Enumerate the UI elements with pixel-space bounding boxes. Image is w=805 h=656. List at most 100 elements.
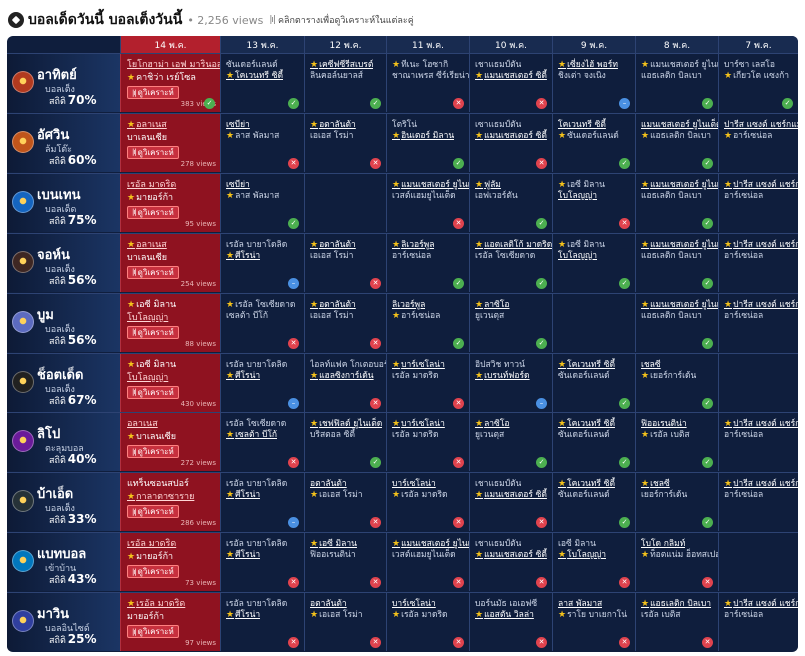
history-pick-cell[interactable]: เชาแธมป์ตัน ★แมนเชสเตอร์ ซิตี้ ✕: [469, 533, 552, 592]
history-pick-cell[interactable]: ★ปารีส แซงต์ แชร์กแมงอาร์เซน่อล: [718, 413, 798, 472]
history-pick-cell[interactable]: ★ทีเนะ โฮซากิ ชาณาเพรส ซีร์เรียน่า ✕: [386, 54, 470, 112]
history-pick-cell[interactable]: ★เอซี มิลาน ฟิออเรนติน่า ✕: [304, 533, 386, 592]
history-pick-cell[interactable]: เซบีย่า ★ลาส พัลมาส ✕: [220, 113, 304, 172]
tipster-cell[interactable]: ลิโป ตะลุมบอล สถิติ 40%: [7, 413, 120, 472]
today-pick-cell[interactable]: ★อลาเนส บาเลนเซีย |ı| ดูวิเคราะห์ 278 views: [120, 113, 220, 172]
today-pick-cell[interactable]: โยโกฮาม่า เอฟ มารินอส ★คาชิว่า เรย์โซล |ı|…: [120, 54, 222, 112]
history-pick-cell[interactable]: แมนเชสเตอร์ ยูไนเต็ด ★แอธเลติก บิลเบา ✓: [635, 113, 722, 172]
tipster-cell[interactable]: เบนเทน บอลเด็ด สถิติ 75%: [7, 173, 120, 232]
history-pick-cell[interactable]: ★เอซี มิลาน โบโลญญ่า ✕: [552, 173, 635, 232]
history-pick-cell[interactable]: ★เคซีฟซีรีสเบรต์ ลินคอล์นยาลส์ ✓: [304, 54, 386, 112]
history-pick-cell[interactable]: ★แมนเชสเตอร์ ยูไนเต็ด แอธเลติก บิลเบา ✓: [635, 233, 731, 292]
history-pick-cell[interactable]: เชลซี ★เยอร์การ์เด้น ✓: [635, 353, 718, 412]
analyze-button[interactable]: |ı| ดูวิเคราะห์: [127, 86, 179, 99]
history-pick-cell[interactable]: ★ฟูลัม เอฟเวอร์ตัน ✓: [469, 173, 552, 232]
history-pick-cell[interactable]: ★โคเวนทรี ซิตี้ ซันเดอร์แลนด์ ✓: [552, 413, 635, 472]
tipster-cell[interactable]: ช็อตเด็ด บอลเต็ง สถิติ 67%: [7, 353, 120, 412]
history-pick-cell[interactable]: ★อตาลันต้า เอเอส โรม่า ✕: [304, 293, 386, 352]
history-pick-cell[interactable]: ★แอตเลติโก้ มาดริด เรอัล โซเซียดาด ✓: [469, 233, 552, 292]
history-pick-cell[interactable]: ซันเดอร์แลนด์ ★โคเวนทรี ซิตี้ ✓: [220, 54, 304, 112]
history-pick-cell[interactable]: บอร์นมัธ เอเอฟซี ★แอสตัน วิลล่า ✕: [469, 593, 552, 652]
history-pick-cell[interactable]: โบโด กลิมท์ ★ท็อตแน่ม ฮ็อทสเปอร์ ✕: [635, 533, 725, 592]
history-pick-cell[interactable]: ★เชลซี เยอร์การ์เด้น ✓: [635, 473, 718, 532]
history-pick-cell[interactable]: เรอัล บายาโดลิด ★ศีโรน่า ✕: [220, 593, 304, 652]
tipster-cell[interactable]: บูม บอลเต็ง สถิติ 56%: [7, 293, 120, 352]
history-pick-cell[interactable]: [552, 293, 635, 352]
history-pick-cell[interactable]: ★บาร์เซโลน่า เรอัล มาดริด ✕: [386, 353, 469, 412]
history-pick-cell[interactable]: บาร์เซโลน่า ★เรอัล มาดริด ✕: [386, 473, 469, 532]
analyze-button[interactable]: |ı| ดูวิเคราะห์: [127, 325, 179, 339]
analyze-button[interactable]: |ı| ดูวิเคราะห์: [127, 385, 179, 399]
history-pick-cell[interactable]: ★บาร์เซโลน่า เรอัล มาดริด ✕: [386, 413, 469, 472]
today-pick-cell[interactable]: อลาเนส ★บาเลนเซีย |ı| ดูวิเคราะห์ 272 views: [120, 413, 220, 472]
history-pick-cell[interactable]: ★ปารีส แซงต์ แชร์กแมงอาร์เซน่อล: [718, 473, 798, 532]
history-pick-cell[interactable]: ★อตาลันต้า เอเอส โรม่า ✕: [304, 113, 386, 172]
history-pick-cell[interactable]: ปารีส แซงต์ แชร์กแมง★อาร์เซน่อล: [718, 113, 798, 172]
analyze-button[interactable]: |ı| ดูวิเคราะห์: [127, 445, 179, 459]
history-pick-cell[interactable]: ★ลาซิโอ ยูเวนตุส ✓: [469, 413, 552, 472]
history-pick-cell[interactable]: โตริโน่ ★อินเตอร์ มิลาน ✓: [386, 113, 469, 172]
history-pick-cell[interactable]: โคเวนทรี ซิตี้ ★ซันเดอร์แลนด์ ✓: [552, 113, 635, 172]
analyze-button[interactable]: |ı| ดูวิเคราะห์: [127, 145, 179, 159]
today-pick-cell[interactable]: ★อลาเนส บาเลนเซีย |ı| ดูวิเคราะห์ 254 views: [120, 233, 220, 292]
history-pick-cell[interactable]: ★ลิเวอร์พูล อาร์เซน่อล ✓: [386, 233, 469, 292]
history-pick-cell[interactable]: ★ลาซิโอ ยูเวนตุส ✓: [469, 293, 552, 352]
history-pick-cell[interactable]: ลิเวอร์พูล ★อาร์เซน่อล ✓: [386, 293, 469, 352]
history-pick-cell[interactable]: เรอัล บายาโดลิด ★ศีโรน่า –: [220, 473, 304, 532]
history-pick-cell[interactable]: เซาแธมป์ตัน ★แมนเชสเตอร์ ซิตี้ ✕: [469, 113, 552, 172]
history-pick-cell[interactable]: ★โคเวนทรี ซิตี้ ซันเดอร์แลนด์ ✓: [552, 473, 635, 532]
history-pick-cell[interactable]: ★แมนเชสเตอร์ ยูไนเต็ด เวสต์แฮมยูไนเต็ด ✕: [386, 173, 482, 232]
today-pick-cell[interactable]: แทร็นซอนสปอร์ ★กาลาตาซาราย |ı| ดูวิเคราะห์ 2…: [120, 473, 220, 532]
tipster-cell[interactable]: บ้าเอ็ด บอลเต็ง สถิติ 33%: [7, 473, 120, 532]
tipster-cell[interactable]: อาทิตย์ บอลเต็ง สถิติ 70%: [7, 54, 120, 112]
analyze-button[interactable]: |ı| ดูวิเคราะห์: [127, 205, 179, 219]
history-pick-cell[interactable]: เรอัล บายาโดลิด ★ศีโรน่า –: [220, 233, 304, 292]
analyze-button[interactable]: |ı| ดูวิเคราะห์: [127, 265, 179, 279]
history-pick-cell[interactable]: [718, 533, 798, 592]
history-pick-cell[interactable]: ลาส พัลมาส ★ราโย บาเยกาโน่ ✕: [552, 593, 635, 652]
today-pick-cell[interactable]: เรอัล มาดริด ★มายอร์ก้า |ı| ดูวิเคราะห์ 95 v…: [120, 173, 220, 232]
analyze-button[interactable]: |ı| ดูวิเคราะห์: [127, 565, 179, 579]
analyze-button[interactable]: |ı| ดูวิเคราะห์: [127, 625, 179, 639]
history-pick-cell[interactable]: ★แมนเชสเตอร์ ยูไนเต็ด แอธเลติก บิลเบา ✓: [635, 54, 731, 112]
today-pick-cell[interactable]: ★เอซี มิลาน โบโลญญ่า |ı| ดูวิเคราะห์ 88 view…: [120, 293, 220, 352]
tipster-cell[interactable]: อัศวิน ล้มโต๊ะ สถิติ 60%: [7, 113, 120, 172]
history-pick-cell[interactable]: [718, 353, 798, 412]
history-pick-cell[interactable]: อตาลันต้า ★เอเอส โรม่า ✕: [304, 593, 386, 652]
today-pick-cell[interactable]: ★เอซี มิลาน โบโลญญ่า |ı| ดูวิเคราะห์ 430 vie…: [120, 353, 220, 412]
history-pick-cell[interactable]: เอซี มิลาน ★โบโลญญ่า ✕: [552, 533, 635, 592]
history-pick-cell[interactable]: เชาแธมป์ตัน ★แมนเชสเตอร์ ซิตี้ ✕: [469, 473, 552, 532]
analyze-button[interactable]: |ı| ดูวิเคราะห์: [127, 505, 179, 519]
history-pick-cell[interactable]: เรอัล โซเซียดาด ★เซลต้า บีโก้ ✕: [220, 413, 304, 472]
history-pick-cell[interactable]: ฟิออเรนติน่า ★เรอัล เบติส ✓: [635, 413, 718, 472]
history-pick-cell[interactable]: เรอัล บายาโดลิด ★ศีโรน่า –: [220, 353, 304, 412]
history-pick-cell[interactable]: ★เซี่ยงไฮ้ พอร์ท ชิงเต่า จงเนิง –: [552, 54, 635, 112]
history-pick-cell[interactable]: ★ปารีส แซงต์ แชร์กแมงอาร์เซน่อล: [718, 173, 798, 232]
history-pick-cell[interactable]: ★ปารีส แซงต์ แชร์กแมงอาร์เซน่อล: [718, 233, 798, 292]
history-pick-cell[interactable]: ★ปารีส แซงต์ แชร์กแมงอาร์เซน่อล: [718, 293, 798, 352]
today-pick-cell[interactable]: ★เรอัล มาดริด มายอร์ก้า |ı| ดูวิเคราะห์ 97 v…: [120, 593, 220, 652]
history-pick-cell[interactable]: ★แมนเชสเตอร์ ยูไนเต็ด แอธเลติก บิลเบา ✓: [635, 293, 731, 352]
history-pick-cell[interactable]: ★แมนเชสเตอร์ ยูไนเต็ด เวสต์แฮมยูไนเต็ด ✕: [386, 533, 482, 592]
history-pick-cell[interactable]: ★อตาลันต้า เอเอส โรม่า ✕: [304, 233, 386, 292]
tipster-cell[interactable]: มาวิน บอลอินไซด์ สถิติ 25%: [7, 593, 120, 652]
history-pick-cell[interactable]: ไอลท์แฟค โกเตอบอร์ก ★แฮลซิงการ์เด้น ✕: [304, 353, 394, 412]
history-pick-cell[interactable]: อตาลันต้า ★เอเอส โรม่า ✕: [304, 473, 386, 532]
history-pick-cell[interactable]: เรอัล บายาโดลิด ★ศีโรน่า ✕: [220, 533, 304, 592]
history-pick-cell[interactable]: บาร์ซา เลสโอ ★เกียวโต แซงก้า ✓: [718, 54, 798, 112]
tipster-cell[interactable]: จอห์น บอลเต็ง สถิติ 56%: [7, 233, 120, 292]
history-pick-cell[interactable]: บาร์เซโลน่า ★เรอัล มาดริด ✕: [386, 593, 469, 652]
history-pick-cell[interactable]: ★แอธเลติก บิลเบา เรอัล เบติส ✕: [635, 593, 718, 652]
history-pick-cell[interactable]: อิปสวิช ทาวน์ ★เบรนท์ฟอร์ด –: [469, 353, 552, 412]
history-pick-cell[interactable]: ★เรอัล โซเซียดาด เซลต้า บีโก้ ✕: [220, 293, 304, 352]
tipster-cell[interactable]: แบทบอล เข้าบ้าน สถิติ 43%: [7, 533, 120, 592]
history-pick-cell[interactable]: เซบีย่า ★ลาส พัลมาส ✓: [220, 173, 304, 232]
history-pick-cell[interactable]: ★เชฟฟิลด์ ยูไนเต็ด บริสตอล ซิตี้ ✓: [304, 413, 386, 472]
history-pick-cell[interactable]: ★เอซี มิลาน โบโลญญ่า ✓: [552, 233, 635, 292]
history-pick-cell[interactable]: ★ปารีส แซงต์ แชร์กแมงอาร์เซน่อล: [718, 593, 798, 652]
history-pick-cell[interactable]: ★แมนเชสเตอร์ ยูไนเต็ด แอธเลติก บิลเบา ✓: [635, 173, 731, 232]
history-pick-cell[interactable]: เชาแธมป์ตัน ★แมนเชสเตอร์ ซิตี้ ✕: [469, 54, 552, 112]
history-pick-cell[interactable]: [304, 173, 386, 232]
history-pick-cell[interactable]: ★โคเวนทรี ซิตี้ ซันเดอร์แลนด์ ✓: [552, 353, 635, 412]
today-pick-cell[interactable]: เรอัล มาดริด ★มายอร์ก้า |ı| ดูวิเคราะห์ 73 v…: [120, 533, 220, 592]
